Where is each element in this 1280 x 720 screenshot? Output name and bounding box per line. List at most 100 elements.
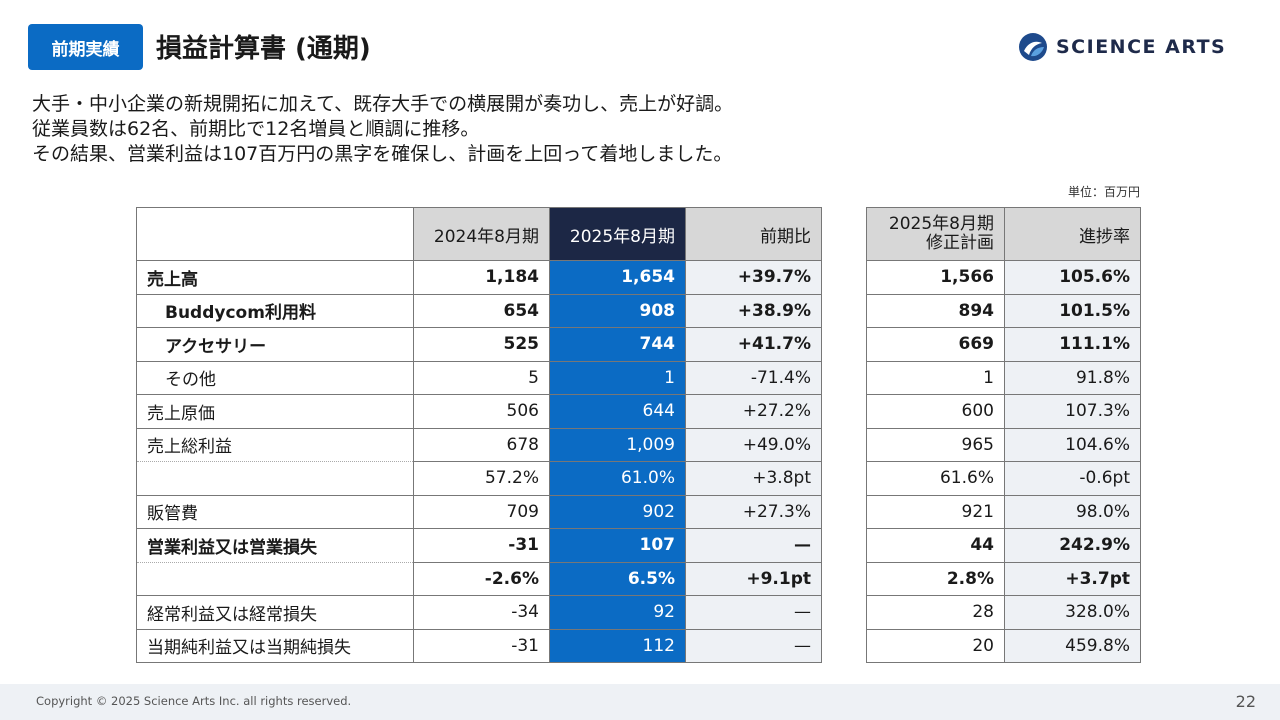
progress-value: 459.8% xyxy=(1004,628,1141,663)
progress-value: 105.6% xyxy=(1004,260,1141,295)
yoy-value: — xyxy=(685,628,822,663)
row-label: 経常利益又は経常損失 xyxy=(136,595,414,630)
plan-value: 61.6% xyxy=(866,461,1005,496)
progress-value: 101.5% xyxy=(1004,293,1141,328)
row-label xyxy=(136,461,414,496)
yoy-value: -71.4% xyxy=(685,360,822,395)
table-row: 売上高 1,184 1,654 +39.7% xyxy=(136,260,822,295)
prev-value: -31 xyxy=(413,528,550,563)
prev-value: 57.2% xyxy=(413,461,550,496)
table-row: 1,566 105.6% xyxy=(866,260,1141,295)
current-value: 902 xyxy=(549,494,686,529)
plan-value: 965 xyxy=(866,427,1005,462)
prev-value: 5 xyxy=(413,360,550,395)
current-value: 112 xyxy=(549,628,686,663)
plan-value: 1 xyxy=(866,360,1005,395)
table-row: -2.6% 6.5% +9.1pt xyxy=(136,561,822,596)
logo-text: SCIENCE ARTS xyxy=(1056,36,1227,58)
header-yoy: 前期比 xyxy=(685,207,822,261)
plan-value: 1,566 xyxy=(866,260,1005,295)
progress-value: 107.3% xyxy=(1004,394,1141,429)
table-row: 894 101.5% xyxy=(866,293,1141,328)
plan-value: 2.8% xyxy=(866,561,1005,596)
prev-value: -2.6% xyxy=(413,561,550,596)
footer: Copyright © 2025 Science Arts Inc. all r… xyxy=(0,684,1280,720)
table-header-row: 2024年8月期 2025年8月期 前期比 xyxy=(136,207,822,261)
table-row: 20 459.8% xyxy=(866,628,1141,663)
page-number: 22 xyxy=(1235,692,1256,711)
current-value: 744 xyxy=(549,327,686,362)
unit-label: 単位：百万円 xyxy=(1067,185,1140,199)
table-row: 営業利益又は営業損失 -31 107 — xyxy=(136,528,822,563)
table-row: 1 91.8% xyxy=(866,360,1141,395)
header-plan-line2: 修正計画 xyxy=(926,233,994,253)
progress-value: 242.9% xyxy=(1004,528,1141,563)
header-blank xyxy=(136,207,414,261)
intro-text: 大手・中小企業の新規開拓に加えて、既存大手での横展開が奏功し、売上が好調。 従業… xyxy=(32,92,733,167)
table-row: 669 111.1% xyxy=(866,327,1141,362)
row-label: Buddycom利用料 xyxy=(136,293,414,328)
yoy-value: +9.1pt xyxy=(685,561,822,596)
prev-value: 1,184 xyxy=(413,260,550,295)
table-row: 経常利益又は経常損失 -34 92 — xyxy=(136,595,822,630)
table-row: 965 104.6% xyxy=(866,427,1141,462)
copyright-text: Copyright © 2025 Science Arts Inc. all r… xyxy=(36,694,352,708)
intro-line: 従業員数は62名、前期比で12名増員と順調に推移。 xyxy=(32,118,480,140)
header-progress: 進捗率 xyxy=(1004,207,1141,261)
prev-value: -31 xyxy=(413,628,550,663)
row-label: 営業利益又は営業損失 xyxy=(136,528,414,562)
header-prev-year: 2024年8月期 xyxy=(413,207,550,261)
plan-progress-table: 2025年8月期 修正計画 進捗率 1,566 105.6% 894 101.5… xyxy=(866,207,1141,663)
prev-value: 709 xyxy=(413,494,550,529)
progress-value: 91.8% xyxy=(1004,360,1141,395)
table-header-row: 2025年8月期 修正計画 進捗率 xyxy=(866,207,1141,261)
row-label: 売上原価 xyxy=(136,394,414,429)
row-label: 当期純利益又は当期純損失 xyxy=(136,628,414,663)
table-row: 販管費 709 902 +27.3% xyxy=(136,494,822,529)
plan-value: 669 xyxy=(866,327,1005,362)
table-row: 2.8% +3.7pt xyxy=(866,561,1141,596)
yoy-value: +49.0% xyxy=(685,427,822,462)
plan-value: 921 xyxy=(866,494,1005,529)
yoy-value: +38.9% xyxy=(685,293,822,328)
row-label: 売上高 xyxy=(136,260,414,295)
prev-value: 678 xyxy=(413,427,550,462)
current-value: 1,654 xyxy=(549,260,686,295)
header-plan-line1: 2025年8月期 xyxy=(888,214,994,234)
row-label xyxy=(136,561,414,596)
plan-value: 44 xyxy=(866,528,1005,563)
yoy-value: +27.2% xyxy=(685,394,822,429)
science-arts-logo-mark-icon xyxy=(1019,33,1047,61)
intro-line: 大手・中小企業の新規開拓に加えて、既存大手での横展開が奏功し、売上が好調。 xyxy=(32,93,734,115)
prev-value: 654 xyxy=(413,293,550,328)
row-label: 売上総利益 xyxy=(136,427,414,462)
yoy-value: — xyxy=(685,528,822,563)
table-row: Buddycom利用料 654 908 +38.9% xyxy=(136,293,822,328)
progress-value: 111.1% xyxy=(1004,327,1141,362)
table-row: 57.2% 61.0% +3.8pt xyxy=(136,461,822,496)
yoy-value: — xyxy=(685,595,822,630)
table-row: 61.6% -0.6pt xyxy=(866,461,1141,496)
table-row: アクセサリー 525 744 +41.7% xyxy=(136,327,822,362)
table-row: 売上総利益 678 1,009 +49.0% xyxy=(136,427,822,462)
table-row: 売上原価 506 644 +27.2% xyxy=(136,394,822,429)
plan-value: 20 xyxy=(866,628,1005,663)
progress-value: +3.7pt xyxy=(1004,561,1141,596)
header-current-year: 2025年8月期 xyxy=(549,207,686,261)
table-row: 当期純利益又は当期純損失 -31 112 — xyxy=(136,628,822,663)
prev-value: 525 xyxy=(413,327,550,362)
intro-line: その結果、営業利益は107百万円の黒字を確保し、計画を上回って着地しました。 xyxy=(32,143,733,165)
company-logo: SCIENCE ARTS xyxy=(1018,32,1226,62)
table-row: 28 328.0% xyxy=(866,595,1141,630)
prev-value: 506 xyxy=(413,394,550,429)
table-row: 44 242.9% xyxy=(866,528,1141,563)
progress-value: 328.0% xyxy=(1004,595,1141,630)
header-plan: 2025年8月期 修正計画 xyxy=(866,207,1005,261)
yoy-value: +27.3% xyxy=(685,494,822,529)
row-label: その他 xyxy=(136,360,414,395)
row-label: アクセサリー xyxy=(136,327,414,362)
current-value: 644 xyxy=(549,394,686,429)
current-value: 61.0% xyxy=(549,461,686,496)
progress-value: 104.6% xyxy=(1004,427,1141,462)
yoy-value: +41.7% xyxy=(685,327,822,362)
